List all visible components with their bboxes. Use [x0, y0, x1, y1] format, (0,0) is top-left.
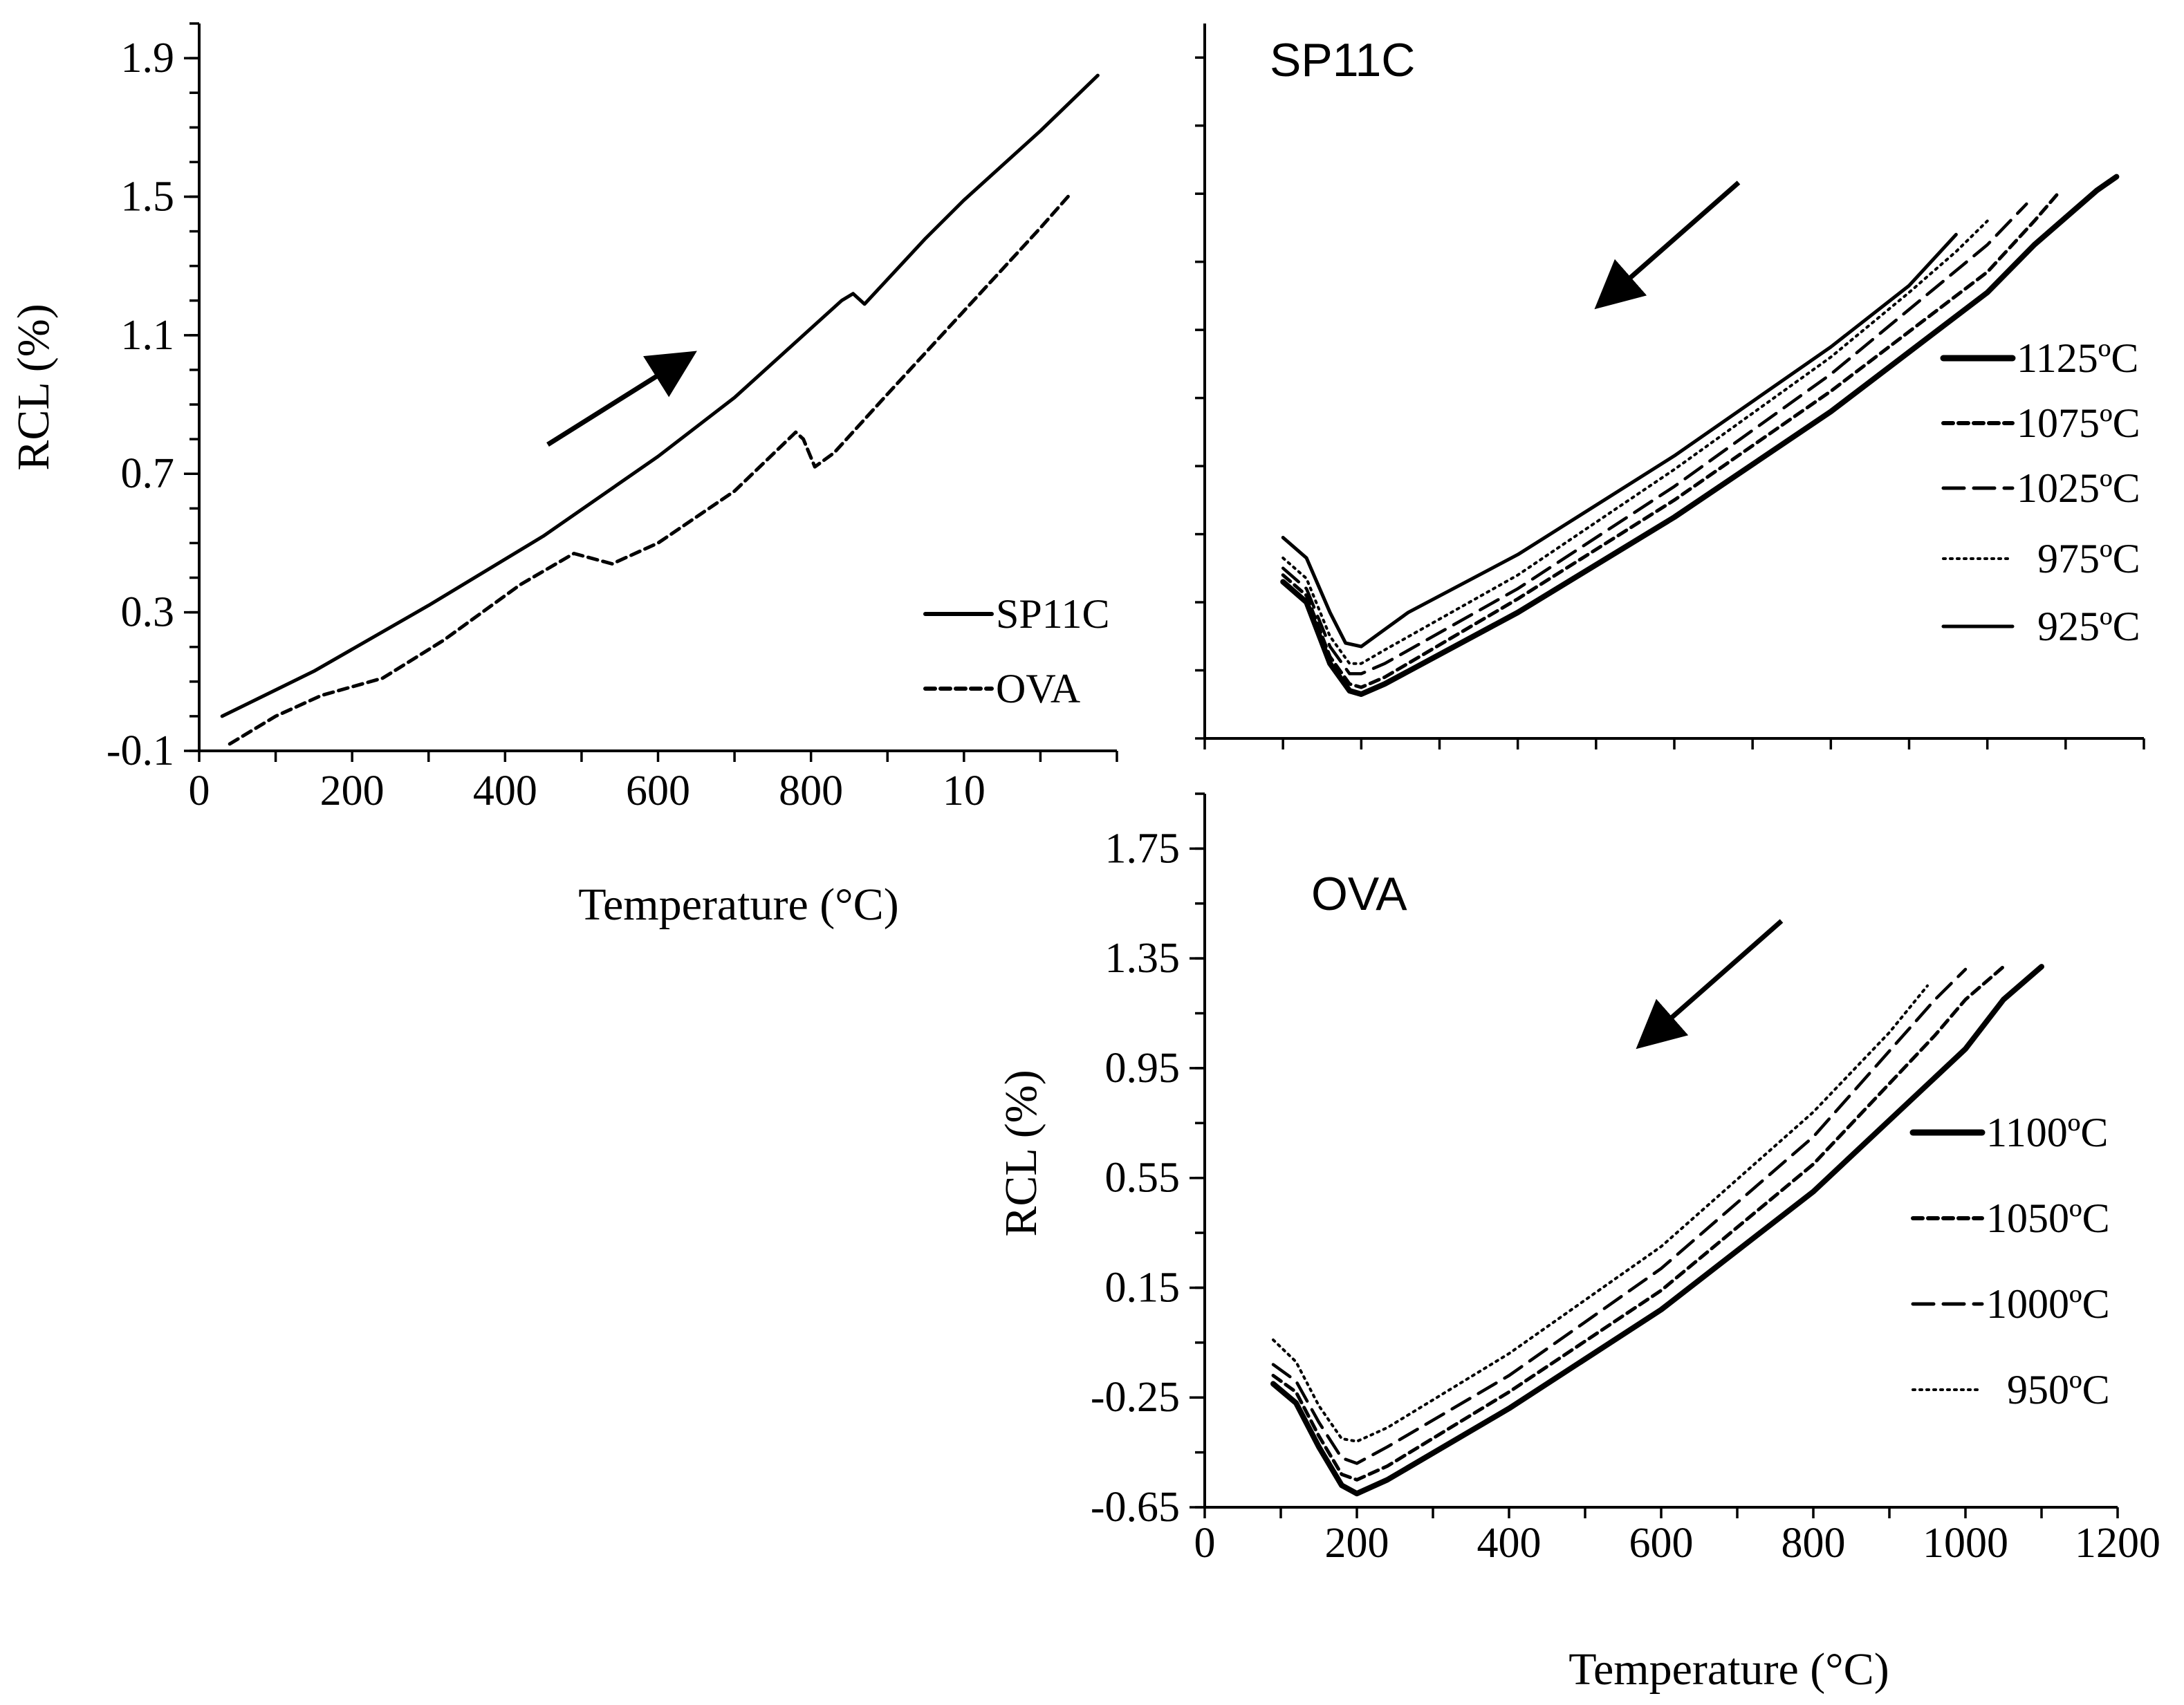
sp11c-cooling-chart: SP11C 1125ºC 1075ºC 1025ºC 975ºC 925ºC: [1195, 24, 2145, 749]
x-tick-label: 600: [1629, 1520, 1694, 1567]
x-tick-label: 1200: [2075, 1520, 2160, 1567]
series-line-ova: [228, 192, 1073, 746]
x-tick-label: 1000: [1923, 1520, 2008, 1567]
direction-arrow: [1636, 919, 1784, 1050]
panel-title-sp11c: SP11C: [1270, 34, 1415, 86]
legend-label-975: 975ºC: [2037, 536, 2140, 581]
y-tick-label: 1.1: [121, 312, 175, 359]
legend-label-1125: 1125ºC: [2017, 335, 2138, 381]
y-tick-label: 1.5: [121, 173, 175, 220]
legend-label-sp11c: SP11C: [996, 591, 1110, 637]
series-line-1025c: [1281, 202, 2028, 676]
y-tick-label: 0.55: [1105, 1155, 1181, 1202]
y-tick-label: -0.65: [1091, 1484, 1180, 1531]
y-tick-label: 1.35: [1105, 935, 1181, 982]
series-line-1100c: [1270, 964, 2044, 1497]
y-tick-label: 0.15: [1105, 1264, 1181, 1311]
x-tick-label: 800: [779, 767, 843, 814]
x-tick-label: 400: [473, 767, 537, 814]
legend-label-1075: 1075ºC: [2017, 400, 2140, 446]
x-tick-label: 600: [626, 767, 690, 814]
heating-chart: -0.1 0.3 0.7 1.1 1.5 1.9 0 200 400 600 800 10 Tempe…: [8, 22, 1118, 930]
x-tick-label: 0: [1194, 1520, 1216, 1567]
x-tick-label: 200: [320, 767, 385, 814]
legend-label-925: 925ºC: [2037, 604, 2140, 649]
series-line-1125c: [1280, 174, 2120, 697]
y-tick-label: 1.75: [1105, 825, 1181, 872]
x-tick-label: 800: [1782, 1520, 1846, 1567]
y-tick-label: 0.3: [121, 589, 175, 636]
x-tick-label: 400: [1477, 1520, 1542, 1567]
ova-cooling-chart: -0.65 -0.25 0.15 0.55 0.95 1.35 1.75 0 200 400 600…: [996, 792, 2160, 1695]
x-tick-label: 200: [1325, 1520, 1389, 1567]
y-tick-label: -0.25: [1091, 1374, 1180, 1421]
x-tick-label: 0: [189, 767, 210, 814]
series-line-925c: [1281, 232, 1958, 649]
series-line-1000c: [1271, 967, 1968, 1465]
y-tick-label: 0.7: [121, 450, 175, 497]
legend-label-1100: 1100ºC: [1986, 1110, 2108, 1155]
x-axis-title: Temperature (°C): [1568, 1644, 1889, 1695]
y-axis-title: RCL (%): [996, 1070, 1046, 1236]
series-line-975c: [1281, 219, 1989, 665]
x-tick-label: 10: [943, 767, 985, 814]
legend-label-950: 950ºC: [2007, 1367, 2110, 1413]
panel-title-ova: OVA: [1311, 868, 1407, 920]
direction-arrow: [1594, 180, 1741, 310]
series-line-950c: [1272, 984, 1929, 1443]
y-axis-title: RCL (%): [8, 304, 59, 470]
series-line-1075c: [1281, 192, 2060, 689]
legend-label-1025: 1025ºC: [2017, 465, 2140, 511]
legend-label-ova: OVA: [996, 666, 1080, 711]
legend-label-1000: 1000ºC: [1986, 1281, 2110, 1327]
y-tick-label: 1.9: [121, 35, 175, 82]
legend-label-1050: 1050ºC: [1986, 1195, 2110, 1241]
y-tick-label: 0.95: [1105, 1045, 1181, 1092]
direction-arrow: [546, 351, 697, 447]
x-axis-title: Temperature (°C): [578, 879, 898, 930]
series-line-sp11c: [220, 73, 1100, 718]
y-tick-label: -0.1: [107, 727, 174, 774]
series-line-1050c: [1271, 965, 2006, 1482]
